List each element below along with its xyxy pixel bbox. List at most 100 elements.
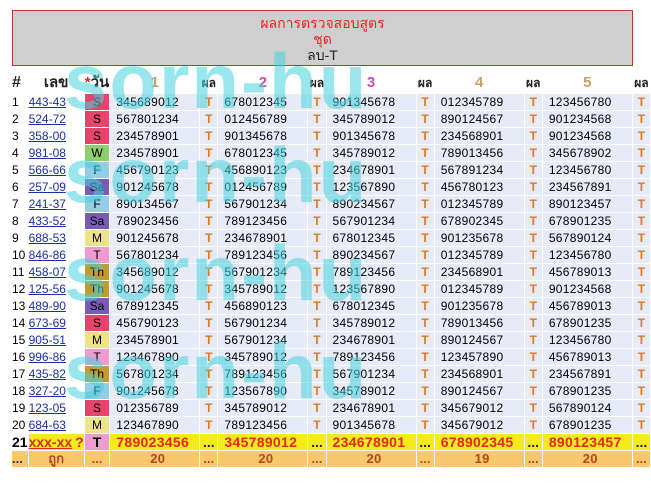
row-lek[interactable]: 443-43 <box>28 94 84 110</box>
row-lek[interactable]: 241-37 <box>28 196 84 212</box>
row-result-3: T <box>416 281 434 297</box>
row-number-set-4: 234568901 <box>434 366 524 382</box>
row-result-3: ... <box>416 434 434 450</box>
lek-link[interactable]: 458-07 <box>28 265 66 279</box>
row-lek[interactable]: 684-63 <box>28 417 84 433</box>
lek-link[interactable]: 123-05 <box>28 401 66 415</box>
row-day: S <box>84 94 110 110</box>
row-result-5: T <box>632 417 650 433</box>
lek-link[interactable]: 241-37 <box>28 197 66 211</box>
row-number-set-4: 678902345 <box>434 213 524 229</box>
row-number-set-4: 789013456 <box>434 145 524 161</box>
row-lek[interactable]: 566-66 <box>28 162 84 178</box>
lek-link[interactable]: xxx-xx <box>28 434 73 450</box>
lek-link[interactable]: 846-86 <box>28 248 66 262</box>
row-result-2: T <box>308 247 326 263</box>
lek-link[interactable]: 327-20 <box>28 384 66 398</box>
row-number-set-2: 012456789 <box>218 179 308 195</box>
row-lek[interactable]: 327-20 <box>28 383 84 399</box>
row-result-3: T <box>416 179 434 195</box>
lek-link[interactable]: 443-43 <box>28 95 66 109</box>
lek-link[interactable]: 433-52 <box>28 214 66 228</box>
lek-link[interactable]: 684-63 <box>28 418 66 432</box>
row-number-set-4: 567891234 <box>434 162 524 178</box>
footer-label: ถูก <box>28 451 84 467</box>
row-number-set-4: 789013456 <box>434 315 524 331</box>
lek-link[interactable]: 524-72 <box>28 112 66 126</box>
row-lek[interactable]: xxx-xx? <box>28 434 84 450</box>
lek-link[interactable]: 125-56 <box>28 282 66 296</box>
row-result-2: T <box>308 213 326 229</box>
row-number-set-4: 012345789 <box>434 94 524 110</box>
row-result-5: T <box>632 400 650 416</box>
row-lek[interactable]: 123-05 <box>28 400 84 416</box>
row-number-set-2: 789123456 <box>218 247 308 263</box>
row-result-1: T <box>200 281 218 297</box>
row-lek[interactable]: 673-69 <box>28 315 84 331</box>
footer-count-5: 20 <box>542 451 632 467</box>
row-result-3: T <box>416 298 434 314</box>
row-number-set-4: 345679012 <box>434 400 524 416</box>
row-result-4: T <box>524 213 542 229</box>
row-number-set-1: 345689012 <box>110 94 200 110</box>
row-result-2: T <box>308 417 326 433</box>
row-lek[interactable]: 125-56 <box>28 281 84 297</box>
lek-link[interactable]: 257-09 <box>28 180 66 194</box>
table-row: 12 125-56 Th 901245678 T 345789012 T 123567890 T… <box>12 281 650 297</box>
row-day: Sa <box>84 213 110 229</box>
row-number-set-1: 123467890 <box>110 417 200 433</box>
row-number-set-3: 234678901 <box>326 400 416 416</box>
lek-link[interactable]: 489-90 <box>28 299 66 313</box>
row-number-set-5: 123456780 <box>542 332 632 348</box>
row-lek[interactable]: 458-07 <box>28 264 84 280</box>
table-row: 4 981-08 W 234578901 T 678012345 T 345789012 T 78… <box>12 145 650 161</box>
row-result-3: T <box>416 213 434 229</box>
table-row: 21 xxx-xx? T 789023456... 345789012... 234678… <box>12 434 650 450</box>
col-result-2-header: ผล <box>308 73 326 93</box>
row-result-2: T <box>308 196 326 212</box>
row-day: Th <box>84 264 110 280</box>
row-number: 18 <box>12 383 28 399</box>
row-lek[interactable]: 981-08 <box>28 145 84 161</box>
row-number-set-5: 678901235 <box>542 213 632 229</box>
row-number-set-1: 123467890 <box>110 349 200 365</box>
lek-link[interactable]: 996-86 <box>28 350 66 364</box>
lek-link[interactable]: 566-66 <box>28 163 66 177</box>
row-number: 21 <box>12 434 28 450</box>
row-lek[interactable]: 358-00 <box>28 128 84 144</box>
row-lek[interactable]: 524-72 <box>28 111 84 127</box>
lek-link[interactable]: 688-53 <box>28 231 66 245</box>
lek-link[interactable]: 673-69 <box>28 316 66 330</box>
col-result-5-header: ผล <box>632 73 650 93</box>
table-row: 5 566-66 F 456790123 T 456890123 T 234678901 T 56… <box>12 162 650 178</box>
table-row: 14 673-69 S 456790123 T 567901234 T 345789012 T 7… <box>12 315 650 331</box>
row-result-5: T <box>632 366 650 382</box>
lek-link[interactable]: 905-51 <box>28 333 66 347</box>
row-number-set-5: 678901235 <box>542 417 632 433</box>
row-lek[interactable]: 433-52 <box>28 213 84 229</box>
footer-count-1: 20 <box>110 451 200 467</box>
row-result-5: T <box>632 162 650 178</box>
row-number-set-1: 789023456 <box>110 213 200 229</box>
row-number-set-5: 456789013 <box>542 264 632 280</box>
row-lek[interactable]: 996-86 <box>28 349 84 365</box>
row-lek[interactable]: 688-53 <box>28 230 84 246</box>
row-number: 7 <box>12 196 28 212</box>
row-result-5: T <box>632 264 650 280</box>
row-number-set-4: 234568901 <box>434 128 524 144</box>
row-number-set-3: 901345678 <box>326 94 416 110</box>
row-result-1: T <box>200 179 218 195</box>
lek-link[interactable]: 435-82 <box>28 367 66 381</box>
lek-link[interactable]: 981-08 <box>28 146 66 160</box>
row-lek[interactable]: 435-82 <box>28 366 84 382</box>
row-day: S <box>84 315 110 331</box>
row-result-3: T <box>416 196 434 212</box>
row-lek[interactable]: 846-86 <box>28 247 84 263</box>
table-row: 11 458-07 Th 345689012 T 567901234 T 789123456 T… <box>12 264 650 280</box>
row-lek[interactable]: 905-51 <box>28 332 84 348</box>
row-lek[interactable]: 257-09 <box>28 179 84 195</box>
lek-link[interactable]: 358-00 <box>28 129 66 143</box>
col-day-label: วัน <box>90 74 110 91</box>
row-lek[interactable]: 489-90 <box>28 298 84 314</box>
row-number-set-1: 234578901 <box>110 145 200 161</box>
